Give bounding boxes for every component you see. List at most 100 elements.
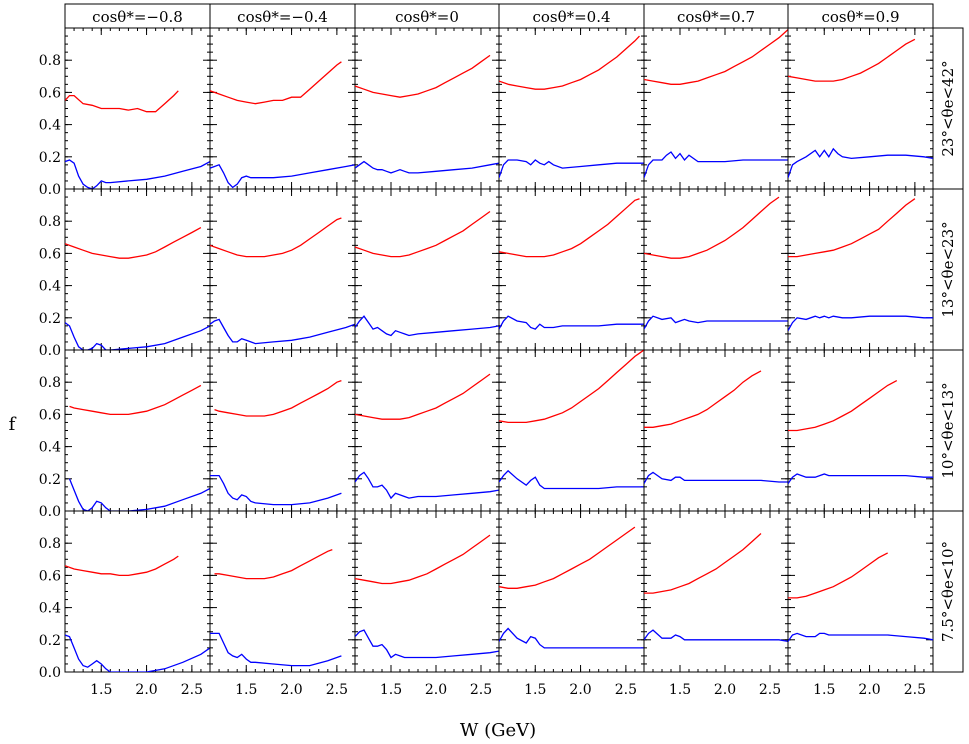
panel-frame bbox=[787, 188, 934, 351]
blue-curve bbox=[210, 632, 342, 667]
column-label: cosθ*=0.9 bbox=[821, 8, 899, 26]
column-label: cosθ*=0 bbox=[395, 8, 459, 26]
row-label: 10°<θe<13° bbox=[939, 382, 957, 478]
y-tick-label: 0.2 bbox=[39, 150, 61, 166]
blue-curve bbox=[788, 147, 933, 178]
x-tick-label: 1.5 bbox=[90, 682, 112, 698]
y-tick-label: 0.6 bbox=[39, 568, 61, 584]
blue-curve bbox=[644, 471, 788, 484]
red-curve bbox=[355, 373, 491, 420]
panel-frame bbox=[209, 188, 356, 351]
red-curve bbox=[644, 370, 762, 428]
red-curve bbox=[499, 198, 640, 258]
panel-frame bbox=[787, 349, 934, 512]
panel bbox=[643, 510, 789, 673]
y-tick-label: 0.6 bbox=[39, 85, 61, 101]
panel-frame bbox=[64, 510, 211, 673]
x-tick-label: 2.5 bbox=[326, 682, 348, 698]
blue-curve bbox=[68, 478, 210, 511]
x-tick-label: 2.0 bbox=[569, 682, 591, 698]
panel bbox=[643, 188, 789, 351]
panel bbox=[354, 510, 500, 673]
red-curve bbox=[210, 217, 342, 258]
blue-curve bbox=[499, 627, 644, 649]
panel-frame bbox=[354, 27, 500, 190]
y-tick-label: 0.8 bbox=[39, 536, 61, 552]
y-tick-label: 0.4 bbox=[39, 440, 61, 456]
panel-grid: cosθ*=−0.8 cosθ*=−0.4 cosθ*=0 cosθ*=0.4 cosθ… bbox=[39, 3, 964, 698]
blue-curve bbox=[499, 469, 644, 490]
y-tick-label: 0.4 bbox=[39, 118, 61, 134]
x-tick-label: 1.5 bbox=[524, 682, 546, 698]
blue-curve bbox=[788, 473, 933, 484]
panel bbox=[209, 188, 356, 351]
red-curve bbox=[355, 534, 491, 585]
panel-frame bbox=[209, 510, 356, 673]
x-tick-label: 2.5 bbox=[759, 682, 781, 698]
row-label: 13°<θe<23° bbox=[939, 221, 957, 317]
y-axis-label: f bbox=[9, 414, 17, 435]
column-label: cosθ*=0.7 bbox=[677, 8, 755, 26]
panel bbox=[498, 510, 645, 673]
red-curve bbox=[210, 61, 342, 105]
panel bbox=[354, 27, 500, 190]
panel-frame bbox=[787, 510, 934, 673]
x-tick-label: 2.0 bbox=[425, 682, 447, 698]
panel bbox=[64, 349, 211, 512]
red-curve bbox=[69, 384, 202, 416]
red-curve bbox=[499, 350, 644, 424]
y-tick-label: 0.2 bbox=[39, 633, 61, 649]
panel bbox=[64, 27, 211, 190]
red-curve bbox=[788, 198, 916, 258]
x-tick-label: 2.0 bbox=[280, 682, 302, 698]
panel bbox=[64, 510, 211, 673]
red-curve bbox=[788, 380, 898, 432]
y-tick-label: 0.2 bbox=[39, 311, 61, 327]
panel bbox=[354, 188, 500, 351]
blue-curve bbox=[644, 151, 788, 178]
panel bbox=[643, 27, 789, 190]
y-tick-label: 0.2 bbox=[39, 472, 61, 488]
blue-curve bbox=[65, 322, 210, 350]
blue-curve bbox=[210, 474, 342, 506]
x-tick-label: 1.5 bbox=[235, 682, 257, 698]
blue-curve bbox=[65, 634, 210, 672]
y-tick-label: 0.4 bbox=[39, 279, 61, 295]
column-label: cosθ*=−0.8 bbox=[92, 8, 183, 26]
panel bbox=[498, 188, 645, 351]
panel bbox=[787, 349, 934, 512]
red-curve bbox=[644, 533, 762, 594]
red-curve bbox=[499, 35, 640, 90]
red-curve bbox=[214, 548, 333, 580]
x-tick-label: 1.5 bbox=[380, 682, 402, 698]
blue-curve bbox=[499, 315, 644, 330]
x-tick-label: 2.5 bbox=[904, 682, 926, 698]
blue-curve bbox=[65, 159, 210, 189]
red-curve bbox=[788, 38, 916, 82]
red-curve bbox=[65, 90, 179, 113]
red-curve bbox=[355, 210, 491, 258]
x-tick-label: 2.5 bbox=[615, 682, 637, 698]
panel bbox=[64, 188, 211, 351]
y-tick-label: 0.6 bbox=[39, 407, 61, 423]
panel bbox=[643, 349, 789, 512]
y-tick-label: 0.4 bbox=[39, 601, 61, 617]
red-curve bbox=[644, 29, 788, 85]
y-tick-label: 0.8 bbox=[39, 375, 61, 391]
y-tick-label: 0.0 bbox=[39, 343, 61, 359]
blue-curve bbox=[499, 159, 644, 178]
y-tick-label: 0.6 bbox=[39, 246, 61, 262]
blue-curve bbox=[210, 318, 355, 345]
panel bbox=[354, 349, 500, 512]
panel-frame bbox=[64, 349, 211, 512]
blue-curve bbox=[355, 629, 499, 659]
panel bbox=[209, 27, 356, 190]
blue-curve bbox=[644, 629, 788, 643]
x-axis-label: W (GeV) bbox=[460, 720, 536, 741]
x-tick-label: 1.5 bbox=[669, 682, 691, 698]
red-curve bbox=[355, 54, 491, 98]
panel bbox=[787, 188, 934, 351]
x-tick-label: 2.5 bbox=[470, 682, 492, 698]
y-tick-label: 0.8 bbox=[39, 214, 61, 230]
x-tick-label: 2.5 bbox=[181, 682, 203, 698]
